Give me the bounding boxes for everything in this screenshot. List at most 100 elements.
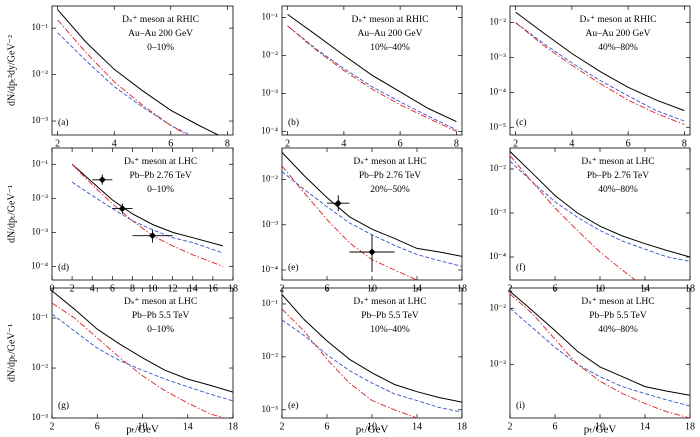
plot-area — [52, 290, 233, 418]
x-tick-label: 6 — [168, 138, 173, 149]
panel-label: (b) — [288, 117, 299, 128]
x-tick-label: 10 — [595, 421, 605, 432]
y-tick-label: 10⁻⁴ — [31, 261, 48, 271]
y-axis-label: dN/dpₜ/GeV⁻¹ — [6, 185, 17, 243]
x-tick-label: 2 — [55, 138, 60, 149]
annotation: Pb–Pb 2.76 TeV — [587, 171, 649, 181]
x-axis-label: pₜ/GeV — [126, 424, 159, 436]
annotation: Dₛ⁺ meson at LHC — [581, 297, 654, 307]
x-tick-label: 10 — [138, 421, 148, 432]
annotation: Dₛ⁺ meson at RHIC — [122, 15, 199, 25]
y-tick-label: 10⁻² — [262, 174, 279, 184]
data-point — [368, 248, 376, 256]
x-tick-label: 8 — [682, 138, 687, 149]
panel: 2 4 6 8 10⁻² 10⁻³ 10⁻⁴ 10⁻⁵ Dₛ⁺ meson at RHIC Au–… — [489, 5, 691, 149]
x-tick-label: 6 — [325, 421, 330, 432]
y-tick-label: 10⁻¹ — [32, 22, 49, 32]
annotation: Dₛ⁺ meson at LHC — [124, 297, 197, 307]
annotation: Dₛ⁺ meson at LHC — [353, 157, 426, 167]
x-tick-label: 18 — [228, 421, 238, 432]
plot-area — [510, 151, 690, 280]
annotation: Au–Au 200 GeV — [128, 29, 193, 39]
x-tick-label: 14 — [412, 421, 422, 432]
y-tick-label: 10⁻² — [490, 163, 507, 173]
x-tick-label: 8 — [454, 138, 459, 149]
x-tick-label: 4 — [341, 138, 346, 149]
y-tick-label: 10⁻⁵ — [489, 121, 506, 131]
plot-area — [282, 152, 462, 280]
plot-area — [287, 13, 457, 132]
annotation: Pb–Pb 5.5 TeV — [589, 311, 647, 321]
curve — [510, 160, 690, 262]
annotation: Dₛ⁺ meson at LHC — [124, 157, 197, 167]
y-tick-label: 10⁻¹ — [32, 312, 49, 322]
x-tick-label: 2 — [280, 421, 285, 432]
y-tick-label: 10⁻⁴ — [261, 125, 278, 135]
panel: 2 6 10 14 18 10⁻¹ 10⁻² 10⁻³ Dₛ⁺ meson at LHC Pb–P… — [262, 287, 467, 436]
plot-frame — [509, 147, 691, 281]
curve — [510, 151, 690, 258]
x-tick-label: 6 — [95, 421, 100, 432]
y-tick-label: 10⁻² — [32, 69, 49, 79]
annotation: Dₛ⁺ meson at RHIC — [580, 15, 657, 25]
y-axis-label: dN/dpₜ/GeV⁻¹ — [6, 324, 17, 382]
y-tick-label: 10⁻³ — [490, 52, 507, 62]
plot-area — [71, 163, 224, 267]
x-axis-label: pₜ/GeV — [584, 424, 617, 436]
curve — [282, 319, 462, 413]
annotation: 40%–80% — [598, 185, 638, 195]
data-point — [98, 176, 106, 184]
curve — [282, 152, 462, 257]
annotation: Pb–Pb 2.76 TeV — [359, 171, 421, 181]
x-tick-label: 2 — [70, 283, 75, 294]
plot-frame — [281, 287, 463, 419]
x-tick-label: 6 — [553, 421, 558, 432]
x-tick-label: 6 — [626, 138, 631, 149]
plot-area — [510, 291, 690, 418]
panel-label: (f) — [516, 262, 526, 273]
y-tick-label: 10⁻² — [262, 351, 279, 361]
y-tick-label: 10⁻⁴ — [261, 264, 278, 274]
x-tick-label: 16 — [208, 283, 218, 294]
curve — [282, 308, 419, 418]
panel-label: (e) — [288, 262, 299, 273]
x-tick-label: 10 — [148, 283, 158, 294]
curve — [57, 19, 188, 135]
x-tick-label: 2 — [50, 421, 55, 432]
plot-frame — [51, 147, 234, 281]
panel: 2 4 6 8 10⁻¹ 10⁻² 10⁻³ Dₛ⁺ meson at RHIC Au–Au 2… — [6, 5, 234, 149]
y-tick-label: 10⁻⁴ — [489, 86, 506, 96]
curve — [57, 9, 220, 135]
y-tick-label: 10⁻³ — [490, 358, 507, 368]
annotation: 10%–40% — [370, 325, 410, 335]
x-tick-label: 4 — [90, 283, 95, 294]
curve — [71, 181, 224, 254]
data-point — [149, 232, 157, 240]
curve — [287, 25, 457, 131]
plot-area — [282, 294, 462, 418]
annotation: Au–Au 200 GeV — [358, 29, 423, 39]
x-tick-label: 18 — [685, 421, 695, 432]
x-tick-label: 18 — [457, 421, 467, 432]
plot-area — [57, 9, 220, 135]
annotation: 40%–80% — [598, 43, 638, 53]
x-tick-label: 14 — [640, 421, 650, 432]
annotation: 0–10% — [147, 325, 174, 335]
y-tick-label: 10⁻³ — [490, 207, 507, 217]
x-tick-label: 2 — [513, 138, 518, 149]
annotation: 0–10% — [147, 43, 174, 53]
annotation: 0–10% — [147, 185, 174, 195]
panel-label: (g) — [58, 400, 69, 411]
y-tick-label: 10⁻² — [490, 17, 507, 27]
annotation: 40%–80% — [598, 325, 638, 335]
curve — [515, 22, 685, 122]
panel: 02468101214161810⁻¹10⁻²10⁻³10⁻⁴Dₛ⁺ meson… — [6, 147, 238, 294]
x-axis-label: pₜ/GeV — [356, 424, 389, 436]
panel-label: (a) — [58, 117, 69, 128]
panel: 2 4 6 8 10⁻¹ 10⁻² 10⁻³ 10⁻⁴ Dₛ⁺ meson at RHIC Au–… — [261, 5, 463, 149]
panel-label: (d) — [58, 262, 69, 273]
x-tick-label: 14 — [188, 283, 198, 294]
annotation: Dₛ⁺ meson at LHC — [353, 297, 426, 307]
